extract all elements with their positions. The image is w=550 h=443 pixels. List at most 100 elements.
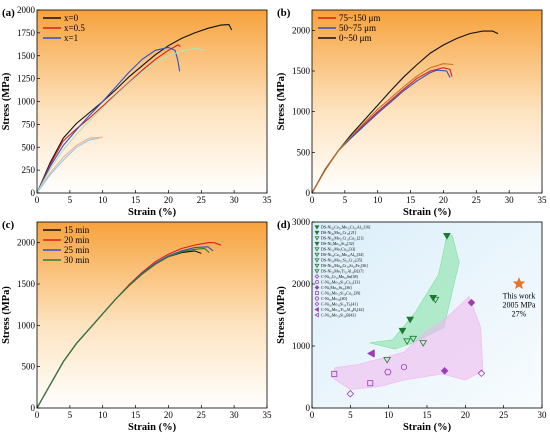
- data-point: [398, 327, 407, 335]
- legend-marker: [314, 301, 320, 307]
- data-point: [367, 380, 374, 387]
- x-tick-label: 0: [310, 195, 315, 205]
- legend-marker: [314, 247, 320, 252]
- x-tick-label: 15: [131, 410, 141, 420]
- legend-label: DS-Ni₁₅Mo₃Cu₁₀[33]: [321, 247, 356, 252]
- series-line: [36, 47, 205, 194]
- y-tick-label: 500: [22, 142, 36, 152]
- x-tick-label: 10: [98, 410, 108, 420]
- y-tick-label: 1000: [17, 320, 36, 330]
- legend-label: C-Ni₃₀Mo₂₀Ti₁₀Al₁₀B₃[42]: [321, 307, 365, 312]
- x-tick-label: 5: [343, 195, 348, 205]
- legend-marker: [314, 258, 320, 263]
- y-axis-label: Stress (MPa): [1, 286, 12, 344]
- y-tick-label: 1000: [17, 97, 36, 107]
- legend-label: DS-Ni₄₅Co₂₀Mo₃₅Cr₁₀Al₁₅[16]: [321, 225, 371, 230]
- legend-label: 15 min: [64, 225, 90, 235]
- legend-label: 20 min: [64, 235, 90, 245]
- legend-label: DS-Ni₃₀Co₁₀Mo₂₀Al₁₀[34]: [321, 252, 364, 257]
- y-tick-label: 250: [22, 165, 36, 175]
- y-tick-label: 1000: [292, 107, 311, 117]
- legend-label: 25 min: [64, 245, 90, 255]
- legend-marker: [315, 280, 319, 284]
- x-axis-label: Strain (%): [128, 207, 177, 218]
- legend-label: DS-Ni₄₅Mo₂₅Cr₁₀Cu₁₅[21]: [321, 236, 364, 241]
- this-work-label: This work: [503, 292, 536, 301]
- x-tick-label: 20: [461, 410, 471, 420]
- plot-area: [37, 10, 267, 193]
- legend-label: DS-Ni₃₀Mo₂₅Si₁₀Cr₁₀[35]: [321, 258, 363, 263]
- y-tick-label: 1500: [17, 279, 36, 289]
- data-point: [443, 232, 451, 240]
- y-axis-label: Stress (MPa): [276, 286, 287, 344]
- x-tick-label: 15: [423, 410, 433, 420]
- x-axis-label: Strain (%): [403, 207, 452, 218]
- legend-marker: [315, 291, 319, 295]
- data-point: [477, 369, 486, 378]
- data-point: [400, 363, 408, 371]
- y-tick-label: 0: [31, 403, 36, 413]
- legend-marker: [314, 296, 320, 301]
- legend-marker: [314, 225, 320, 230]
- plot-area: [37, 222, 267, 408]
- legend-marker: [314, 241, 320, 247]
- series-line: [36, 247, 210, 409]
- legend-label: C-Ni₂₀Mo₂₅Si₁₀Cu₁₅[39]: [321, 291, 361, 296]
- legend-label: DS-Ni₄₅Mo₅₅Cr₁₀[21]: [321, 230, 357, 235]
- panel-label: (d): [277, 219, 291, 231]
- x-tick-label: 0: [35, 410, 40, 420]
- x-tick-label: 30: [538, 410, 548, 420]
- y-tick-label: 3000: [292, 217, 311, 227]
- y-tick-label: 1750: [17, 28, 36, 38]
- panel-label: (b): [277, 7, 291, 19]
- data-point: [367, 349, 375, 358]
- series-line: [36, 46, 181, 194]
- data-point: [419, 340, 428, 347]
- this-work-star: [512, 277, 526, 289]
- x-tick-label: 0: [35, 195, 40, 205]
- x-tick-label: 30: [230, 195, 240, 205]
- y-axis-label: Stress (MPa): [276, 72, 287, 130]
- data-point: [409, 335, 418, 343]
- x-tick-label: 35: [263, 195, 273, 205]
- x-tick-label: 10: [373, 195, 383, 205]
- x-tick-label: 0: [310, 410, 315, 420]
- legend-label: C-Ni₃₁Cr₁₀Mo₁₀Sn[38]: [321, 274, 358, 279]
- y-tick-label: 0: [306, 188, 311, 198]
- legend-marker: [314, 236, 320, 241]
- series-line: [36, 44, 181, 194]
- x-tick-label: 25: [197, 195, 207, 205]
- series-line: [311, 30, 499, 194]
- legend-label: 75~150 μm: [339, 13, 380, 23]
- y-tick-label: 1250: [17, 74, 36, 84]
- x-tick-label: 25: [197, 410, 207, 420]
- y-tick-label: 500: [297, 147, 311, 157]
- panel-label: (a): [2, 7, 15, 19]
- legend-label: 0~50 μm: [339, 33, 371, 43]
- y-tick-label: 1500: [292, 66, 311, 76]
- data-point: [467, 298, 476, 307]
- legend-label: x=0: [64, 13, 79, 23]
- y-tick-label: 2000: [17, 5, 36, 15]
- x-tick-label: 35: [538, 195, 548, 205]
- legend-marker: [314, 230, 320, 236]
- legend-label: C-Ni₃₀Mo₂₀Si₁₀B[43]: [321, 313, 356, 318]
- panel-label: (c): [2, 219, 15, 231]
- x-tick-label: 5: [68, 410, 73, 420]
- x-tick-label: 15: [406, 195, 416, 205]
- y-tick-label: 0: [306, 403, 311, 413]
- y-axis-label: Stress (MPa): [1, 72, 12, 130]
- legend-marker: [314, 312, 319, 318]
- y-tick-label: 2000: [292, 279, 311, 289]
- y-tick-label: 2000: [17, 238, 36, 248]
- data-point: [384, 368, 392, 376]
- x-tick-label: 20: [164, 410, 174, 420]
- legend-label: C-Ni₃₀Mo₂₀Si₁₀Cr₁₀[33]: [321, 280, 360, 285]
- legend-label: x=0.5: [64, 23, 85, 33]
- y-tick-label: 500: [22, 362, 36, 372]
- plot-frame: [311, 9, 543, 194]
- y-tick-label: 0: [31, 188, 36, 198]
- y-tick-label: 1000: [292, 341, 311, 351]
